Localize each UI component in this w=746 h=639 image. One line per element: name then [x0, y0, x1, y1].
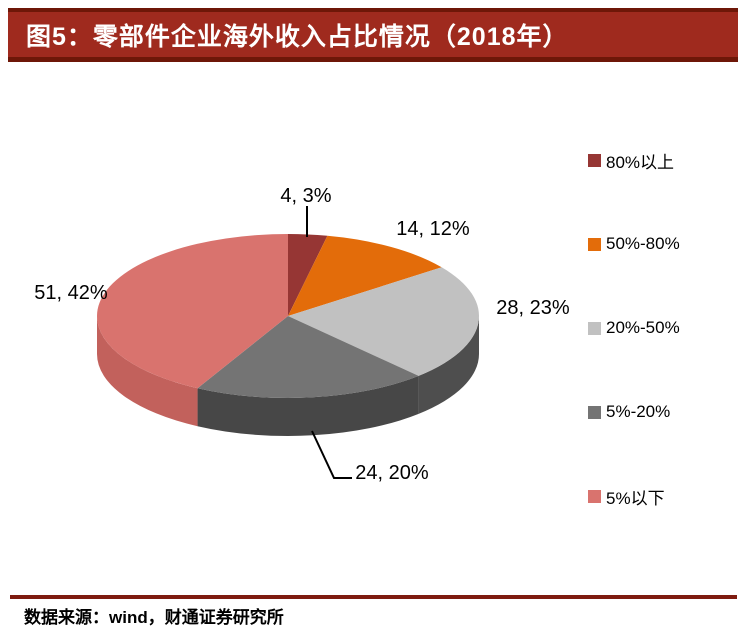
data-label-2: 28, 23% [496, 297, 570, 319]
data-source: 数据来源：wind，财通证券研究所 [24, 608, 284, 627]
legend-item: 5%-20% [588, 402, 680, 422]
data-label-4: 51, 42% [34, 282, 108, 304]
pie-slice-4 [97, 234, 288, 389]
legend-swatch-icon [588, 489, 601, 503]
legend-swatch-icon [588, 405, 601, 419]
data-label-1: 14, 12% [396, 218, 470, 240]
legend-label: 80%以上 [606, 152, 675, 172]
figure-title-bar: 图5：零部件企业海外收入占比情况（2018年） [8, 8, 738, 62]
pie-slice-3 [197, 316, 419, 398]
pie-slice-2 [288, 267, 479, 376]
legend-item: 20%-50% [588, 318, 680, 338]
pie-slice-side-3 [197, 375, 419, 436]
legend-label: 5%以下 [606, 488, 665, 508]
legend-swatch-icon [588, 153, 601, 167]
legend-label: 5%-20% [606, 402, 671, 421]
legend-label: 20%-50% [606, 318, 680, 337]
footer-divider [10, 595, 737, 599]
pie-chart: 4, 3% 14, 12% 28, 23% 24, 20% 51, 42% [34, 185, 570, 484]
legend-item: 80%以上 [588, 150, 680, 172]
legend-swatch-icon [588, 237, 601, 251]
pie-slice-side-2 [418, 316, 479, 414]
data-label-3: 24, 20% [355, 462, 429, 484]
legend-swatch-icon [588, 321, 601, 335]
pie-slice-1 [288, 235, 442, 316]
figure-title: 图5：零部件企业海外收入占比情况（2018年） [26, 22, 569, 51]
data-label-0: 4, 3% [280, 185, 331, 207]
leader-line-3 [311, 430, 352, 479]
pie-slice-0 [288, 234, 328, 316]
chart-legend: 80%以上 50%-80% 20%-50% 5%-20% 5%以下 [588, 150, 680, 508]
legend-item: 5%以下 [588, 486, 680, 508]
legend-label: 50%-80% [606, 234, 680, 253]
legend-item: 50%-80% [588, 234, 680, 254]
pie-slice-side-4 [97, 316, 198, 427]
